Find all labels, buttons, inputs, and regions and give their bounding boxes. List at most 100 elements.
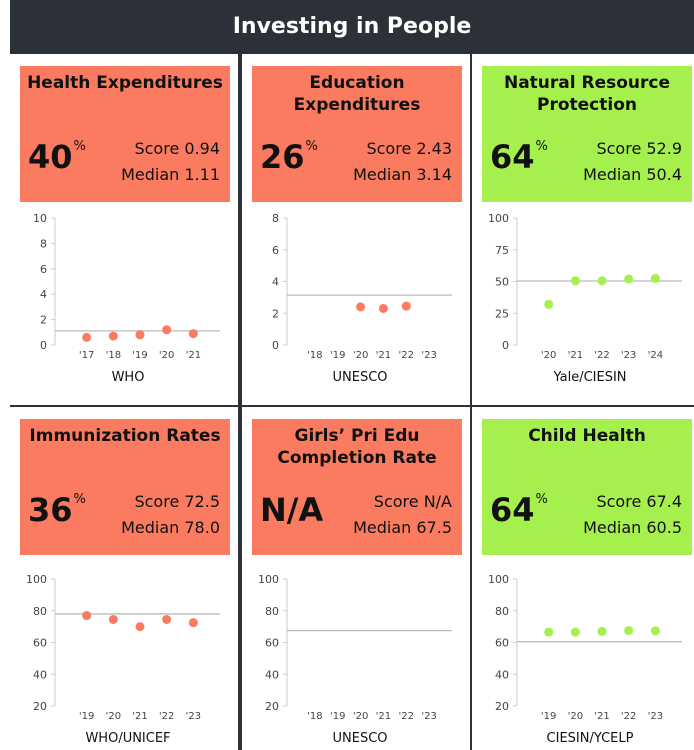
score-label: Score <box>596 139 642 158</box>
median: Median 67.5 <box>353 518 452 537</box>
data-point <box>650 273 660 283</box>
median-label: Median <box>583 518 642 537</box>
panel-header: Natural Resource Protection 64% Score 52.9… <box>482 66 692 202</box>
y-tick-label: 4 <box>272 276 279 289</box>
median-label: Median <box>353 165 412 184</box>
data-point <box>597 276 607 286</box>
x-tick-label: '23 <box>621 350 636 361</box>
source: UNESCO <box>332 731 387 746</box>
x-tick-label: '18 <box>307 350 322 361</box>
rank-unit: % <box>535 139 548 154</box>
score-label: Score <box>366 139 412 158</box>
score-value: 2.43 <box>416 139 452 158</box>
score-value: N/A <box>423 492 452 511</box>
score-label: Score <box>373 492 419 511</box>
y-tick-label: 40 <box>33 668 47 681</box>
x-tick-label: '22 <box>399 711 414 722</box>
score: Score 0.94 <box>134 139 220 158</box>
y-tick-label: 100 <box>488 573 509 586</box>
data-point <box>624 274 634 284</box>
data-point <box>108 614 118 624</box>
panel-header: Child Health 64% Score 67.4 Median 60.5 <box>482 419 692 555</box>
x-tick-label: '22 <box>594 350 609 361</box>
data-point <box>135 330 145 340</box>
x-tick-label: '23 <box>421 350 436 361</box>
chart: 0 25 50 75 100 '20 '21 '22 '23 '24 Yale/CIESIN <box>488 212 682 385</box>
x-tick-label: '18 <box>106 350 121 361</box>
median: Median 50.4 <box>583 165 682 184</box>
median: Median 3.14 <box>353 165 452 184</box>
y-tick-label: 2 <box>272 307 279 320</box>
score: Score N/A <box>374 492 452 511</box>
rank-value: 26 <box>260 138 305 176</box>
y-tick-label: 0 <box>40 339 47 352</box>
score-label: Score <box>596 492 642 511</box>
y-tick-label: 100 <box>488 212 509 225</box>
y-tick-label: 25 <box>495 307 509 320</box>
source: WHO <box>112 370 145 385</box>
rank-unit: % <box>305 139 318 154</box>
x-tick-label: '24 <box>648 350 663 361</box>
data-point <box>624 626 634 636</box>
score-label: Score <box>134 492 180 511</box>
x-tick-label: '21 <box>376 350 391 361</box>
data-point <box>162 325 172 335</box>
median-label: Median <box>121 518 180 537</box>
x-tick-label: '20 <box>568 711 583 722</box>
panel: Immunization Rates 36% Score 72.5 Median 78… <box>10 407 238 750</box>
panel-title: Girls’ Pri Edu Completion Rate <box>277 426 437 468</box>
data-point <box>570 627 580 637</box>
x-tick-label: '23 <box>648 711 663 722</box>
y-tick-label: 50 <box>495 276 509 289</box>
y-tick-label: 100 <box>26 573 47 586</box>
x-tick-label: '22 <box>399 350 414 361</box>
rank: N/A <box>260 491 323 529</box>
panel: Natural Resource Protection 64% Score 52.9… <box>472 54 694 405</box>
median: Median 60.5 <box>583 518 682 537</box>
chart: 20 40 60 80 100 '19 '20 '21 '22 '23 WHO/UNICEF <box>26 573 220 746</box>
y-tick-label: 20 <box>33 700 47 713</box>
data-point <box>162 614 172 624</box>
x-tick-label: '21 <box>186 350 201 361</box>
score-value: 52.9 <box>646 139 682 158</box>
rank-unit: % <box>535 492 548 507</box>
panel-title: Education Expenditures <box>293 73 421 115</box>
data-point <box>597 626 607 636</box>
panel-header: Immunization Rates 36% Score 72.5 Median 78… <box>20 419 230 555</box>
x-tick-label: '19 <box>330 711 345 722</box>
x-tick-label: '23 <box>421 711 436 722</box>
rank: 26% <box>260 138 318 176</box>
x-tick-label: '20 <box>159 350 174 361</box>
panel-header: Health Expenditures 40% Score 0.94 Median 1… <box>20 66 230 202</box>
y-tick-label: 0 <box>502 339 509 352</box>
median-label: Median <box>353 518 412 537</box>
rank: 64% <box>490 138 548 176</box>
x-tick-label: '19 <box>132 350 147 361</box>
data-point <box>544 299 554 309</box>
page-title: Investing in People <box>232 13 472 39</box>
x-tick-label: '23 <box>186 711 201 722</box>
panel-title: Immunization Rates <box>29 426 221 446</box>
rank: 36% <box>28 491 86 529</box>
rank: 40% <box>28 138 86 176</box>
x-tick-label: '20 <box>353 350 368 361</box>
x-tick-label: '18 <box>307 711 322 722</box>
rank-unit: % <box>73 139 86 154</box>
x-tick-label: '21 <box>568 350 583 361</box>
source: Yale/CIESIN <box>552 370 626 385</box>
title-bar: Investing in People <box>10 0 694 52</box>
score-value: 0.94 <box>184 139 220 158</box>
rank-value: N/A <box>260 491 324 529</box>
score: Score 52.9 <box>596 139 682 158</box>
score-value: 72.5 <box>184 492 220 511</box>
x-tick-label: '19 <box>330 350 345 361</box>
data-point <box>135 622 145 632</box>
data-point <box>188 329 198 339</box>
data-point <box>378 303 388 313</box>
y-tick-label: 60 <box>495 637 509 650</box>
x-tick-label: '22 <box>621 711 636 722</box>
median-label: Median <box>583 165 642 184</box>
x-tick-label: '21 <box>132 711 147 722</box>
rank-value: 36 <box>28 491 73 529</box>
